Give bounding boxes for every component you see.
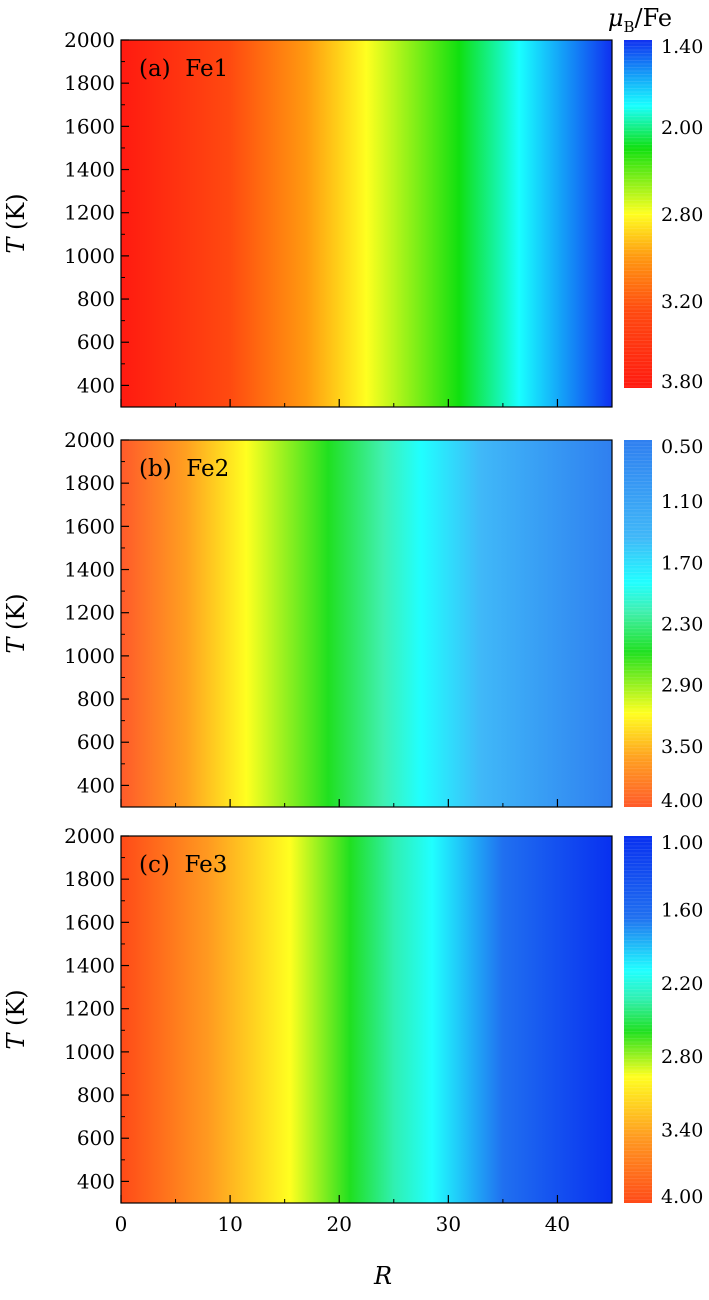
x-tick-label: 20 <box>326 1212 351 1236</box>
y-tick-label: 1400 <box>64 158 115 182</box>
y-tick-label: 1800 <box>64 471 115 495</box>
colorbar-tick-label: 1.00 <box>661 832 703 854</box>
colorbar-tick-label: 1.10 <box>661 491 703 513</box>
y-axis-title: T (K) <box>2 593 30 653</box>
colorbar-tick-label: 1.40 <box>661 36 703 58</box>
colorbar-tick-label: 2.80 <box>661 1046 703 1068</box>
colorbar-tick-label: 2.00 <box>661 117 703 139</box>
y-tick-label: 1200 <box>64 601 115 625</box>
y-axis-title: T (K) <box>2 989 30 1049</box>
y-tick-label: 1400 <box>64 558 115 582</box>
y-tick-label: 400 <box>77 373 115 397</box>
y-tick-label: 2000 <box>64 428 115 452</box>
colorbar-unit-title: μB/Fe <box>608 4 672 36</box>
y-tick-label: 2000 <box>64 824 115 848</box>
colorbar <box>624 440 652 807</box>
heatmap-field <box>121 440 612 807</box>
panel-3: 400 600 800 1000 1200 1400 1600 1800 2000 0 10 20 30… <box>2 824 703 1236</box>
colorbar-tick-label: 2.30 <box>661 614 703 636</box>
panel-label: (c) Fe3 <box>139 852 227 878</box>
panel-2: 400 600 800 1000 1200 1400 1600 1800 2000 T (K) (b… <box>2 428 703 812</box>
x-tick-label: 30 <box>436 1212 461 1236</box>
y-tick-label: 600 <box>77 330 115 354</box>
x-tick-label: 10 <box>217 1212 242 1236</box>
plot-frame <box>120 835 613 1204</box>
heatmap-field <box>121 40 612 407</box>
colorbar-unit-mu: μ <box>608 4 624 32</box>
colorbar-unit-sub: B <box>623 18 634 36</box>
colorbar-unit-tail: /Fe <box>635 4 673 32</box>
y-axis-title-unit: (K) <box>2 593 30 637</box>
y-tick-label: 1600 <box>64 114 115 138</box>
plot-frame <box>120 39 613 408</box>
y-tick-label: 1200 <box>64 997 115 1021</box>
y-tick-label: 2000 <box>64 28 115 52</box>
panel-label: (a) Fe1 <box>139 56 228 82</box>
y-tick-label: 600 <box>77 1126 115 1150</box>
colorbar-tick-label: 2.90 <box>661 675 703 697</box>
colorbar-tick-label: 3.20 <box>661 291 703 313</box>
y-tick-label: 1600 <box>64 910 115 934</box>
colorbar-tick-label: 3.80 <box>661 371 703 393</box>
colorbar-tick-label: 1.70 <box>661 552 703 574</box>
y-tick-label: 800 <box>77 1083 115 1107</box>
x-tick-label: 40 <box>545 1212 570 1236</box>
colorbar <box>624 836 652 1203</box>
heatmap-field <box>121 836 612 1203</box>
colorbar-tick-label: 4.00 <box>661 1186 703 1208</box>
y-tick-label: 800 <box>77 687 115 711</box>
y-axis-title: T (K) <box>2 193 30 253</box>
y-tick-label: 1000 <box>64 1040 115 1064</box>
colorbar-tick-label: 1.60 <box>661 899 703 921</box>
y-tick-label: 1000 <box>64 244 115 268</box>
colorbar-tick-label: 3.40 <box>661 1120 703 1142</box>
y-tick-label: 400 <box>77 1169 115 1193</box>
colorbar-tick-label: 3.50 <box>661 736 703 758</box>
y-tick-label: 1600 <box>64 514 115 538</box>
colorbar-tick-label: 2.20 <box>661 973 703 995</box>
y-tick-label: 1800 <box>64 71 115 95</box>
y-axis-title-unit: (K) <box>2 193 30 237</box>
panel-1: 400 600 800 1000 1200 1400 1600 1800 2000 T (K) (a… <box>2 28 703 408</box>
colorbar-tick-label: 2.80 <box>661 204 703 226</box>
y-axis-title-symbol: T <box>2 236 30 254</box>
colorbar <box>624 40 652 388</box>
y-tick-label: 1200 <box>64 201 115 225</box>
panel-label: (b) Fe2 <box>139 456 229 482</box>
y-tick-label: 600 <box>77 730 115 754</box>
y-tick-label: 1800 <box>64 867 115 891</box>
colorbar-tick-label: 4.00 <box>661 790 703 812</box>
y-tick-label: 800 <box>77 287 115 311</box>
y-axis-title-symbol: T <box>2 636 30 654</box>
plot-frame <box>120 439 613 808</box>
y-tick-label: 1000 <box>64 644 115 668</box>
y-axis-title-symbol: T <box>2 1032 30 1050</box>
colorbar-tick-label: 0.50 <box>661 436 703 458</box>
x-axis-title: R <box>373 1262 392 1290</box>
y-tick-label: 400 <box>77 773 115 797</box>
x-tick-label: 0 <box>115 1212 128 1236</box>
y-tick-label: 1400 <box>64 954 115 978</box>
y-axis-title-unit: (K) <box>2 989 30 1033</box>
